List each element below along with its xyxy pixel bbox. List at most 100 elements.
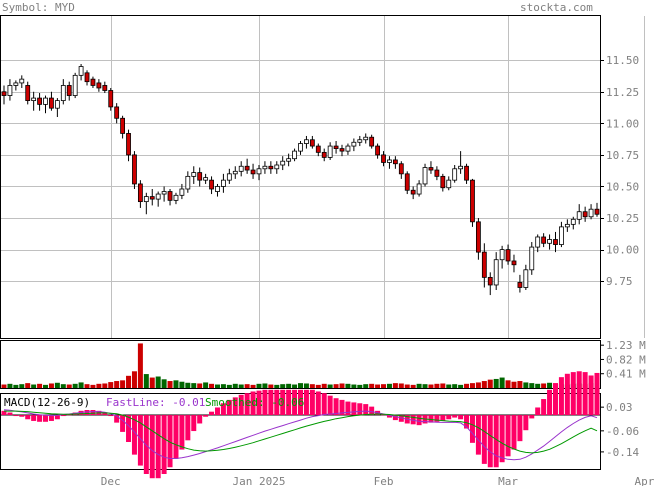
candle-body	[161, 191, 167, 195]
candle-body	[244, 165, 250, 171]
price-candle	[1, 85, 7, 105]
candle-body	[458, 165, 464, 170]
macd-histogram-bar	[339, 399, 345, 416]
macd-legend-smoothed: Smoothed: -0.06	[205, 396, 304, 409]
macd-histogram-bar	[564, 373, 570, 416]
volume-bar	[179, 381, 185, 388]
candle-body	[1, 91, 7, 96]
volume-bar	[43, 384, 49, 388]
volume-bar	[392, 383, 398, 388]
candle-body	[191, 172, 197, 177]
price-candles	[1, 63, 600, 296]
macd-histogram-bar	[173, 415, 179, 459]
volume-tick-label: 1.23 M	[606, 339, 646, 352]
candle-body	[179, 188, 185, 196]
candle-body	[13, 82, 19, 86]
candle-body	[541, 236, 547, 244]
price-candle	[529, 242, 535, 275]
volume-bar	[256, 383, 262, 388]
macd-histogram-bar	[244, 393, 250, 416]
volume-bar	[209, 383, 215, 388]
macd-histogram-bar	[220, 403, 226, 416]
volume-bar	[381, 384, 387, 388]
candle-body	[155, 193, 161, 200]
volume-bar	[547, 382, 553, 388]
price-candle	[132, 151, 137, 189]
price-candle	[315, 143, 321, 157]
price-candle	[108, 87, 114, 111]
volume-bar	[292, 384, 298, 388]
price-candle	[143, 192, 149, 215]
macd-histogram-bar	[511, 415, 517, 450]
volume-bar	[286, 383, 292, 388]
macd-histogram-bar	[1, 410, 7, 416]
price-candle	[37, 93, 42, 111]
price-candle	[381, 151, 386, 167]
price-candle	[559, 221, 564, 248]
macd-histogram-bar	[357, 403, 363, 416]
macd-histogram-bar	[552, 383, 558, 416]
macd-histogram-bar	[131, 415, 137, 455]
price-candle	[250, 163, 256, 179]
price-candle	[535, 234, 541, 253]
volume-bar	[298, 383, 303, 388]
candle-body	[143, 196, 149, 203]
price-candle	[268, 161, 274, 174]
volume-bar	[25, 383, 31, 388]
price-candle	[327, 142, 333, 160]
candle-body	[232, 170, 238, 175]
price-tick-label: 11.50	[606, 54, 639, 67]
macd-histogram-bar	[256, 390, 262, 416]
candle-body	[387, 159, 392, 163]
candle-body	[375, 145, 380, 156]
macd-histogram-bar	[481, 415, 487, 464]
price-candle	[280, 156, 286, 171]
macd-histogram-bar	[179, 415, 185, 450]
price-candle	[357, 135, 363, 147]
price-candle	[351, 138, 357, 152]
price-candle	[345, 143, 351, 155]
candle-body	[221, 179, 226, 187]
candle-body	[274, 164, 280, 170]
macd-histogram-bar	[214, 407, 220, 416]
candle-body	[149, 196, 155, 200]
price-candle	[203, 173, 209, 184]
price-candle	[304, 135, 309, 149]
macd-histogram-bar	[558, 377, 564, 416]
price-candle	[84, 70, 90, 86]
candle-body	[452, 168, 458, 181]
candle-body	[31, 97, 37, 102]
macd-histogram-bar	[274, 389, 280, 416]
volume-bar	[84, 384, 90, 388]
macd-histogram-bar	[238, 394, 244, 416]
volume-bar	[244, 384, 250, 388]
volume-bar	[1, 384, 7, 388]
volume-bar	[114, 381, 120, 388]
price-candle	[221, 173, 226, 193]
macd-histogram-bar	[108, 415, 114, 417]
volume-bar	[339, 383, 345, 388]
price-candle	[185, 171, 191, 193]
volume-bar	[197, 383, 203, 388]
price-candle	[404, 171, 410, 195]
candle-body	[428, 167, 434, 171]
macd-histogram-bar	[84, 410, 90, 416]
volume-bar	[469, 383, 475, 388]
candle-body	[19, 78, 25, 84]
price-candle	[7, 79, 13, 101]
volume-bar	[173, 380, 179, 388]
macd-histogram-bar	[43, 415, 49, 422]
site-watermark[interactable]: stockta.com	[520, 1, 593, 14]
volume-bar	[19, 384, 25, 388]
macd-histogram-bar	[363, 404, 369, 416]
volume-bar	[475, 382, 481, 388]
price-candle	[487, 272, 493, 296]
x-tick-label: Jan 2025	[232, 475, 285, 486]
macd-histogram-bar	[126, 415, 132, 442]
price-candle	[149, 188, 155, 206]
candle-body	[120, 117, 125, 134]
macd-histogram-bar	[493, 415, 499, 468]
candle-body	[250, 169, 256, 175]
volume-bar	[37, 383, 43, 388]
candle-body	[96, 82, 102, 89]
